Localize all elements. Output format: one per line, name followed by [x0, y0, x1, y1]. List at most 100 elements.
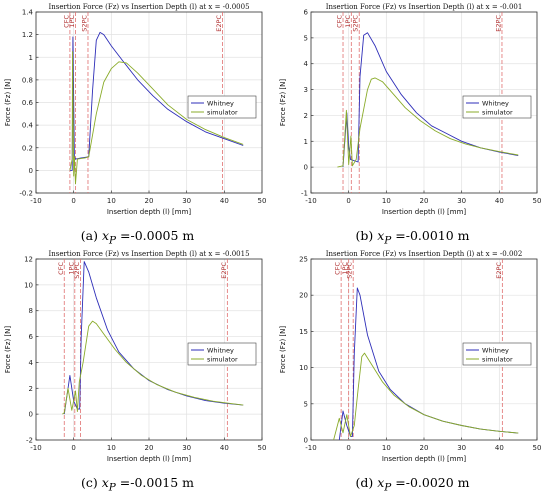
x-tick-label: -10	[305, 444, 316, 452]
y-tick-label: 0.8	[22, 76, 33, 84]
y-tick-label: 20	[299, 292, 308, 300]
y-tick-label: 15	[299, 328, 308, 336]
marker-label: CFC	[57, 262, 65, 275]
legend-entry: Whitney	[207, 347, 234, 355]
series-line-simulator	[337, 77, 519, 168]
y-tick-label: 4	[304, 60, 309, 68]
x-tick-label: 30	[182, 197, 191, 205]
y-axis-label: Force (Fz) [N]	[4, 326, 12, 374]
marker-label: S2PC	[73, 262, 81, 279]
x-tick-label: 40	[220, 197, 229, 205]
legend-entry: simulator	[482, 356, 513, 364]
y-tick-label: 1.2	[22, 31, 33, 39]
x-tick-label: -10	[30, 197, 41, 205]
x-tick-label: 30	[182, 444, 191, 452]
y-tick-label: 0	[304, 164, 308, 172]
caption-var: x	[101, 228, 109, 243]
x-tick-label: 30	[457, 444, 466, 452]
y-tick-label: 0.4	[22, 122, 34, 130]
series-line-simulator	[62, 320, 244, 415]
axes-frame	[35, 11, 263, 194]
x-tick-label: 30	[457, 197, 466, 205]
legend-entry: Whitney	[482, 347, 509, 355]
y-tick-label: 12	[24, 256, 33, 264]
x-axis-label: Insertion depth (l) [mm]	[382, 208, 467, 216]
caption-value: =-0.0010 m	[395, 228, 470, 243]
caption-value: =-0.0015 m	[119, 475, 195, 490]
x-axis-label: Insertion depth (l) [mm]	[107, 208, 192, 216]
caption-value: =-0.0020 m	[395, 475, 470, 490]
chart-panel-a: -10 0 10 20 30 40 50 -0.2 0 0.2 0.4 0.6 0.8 1 1.2 1.4 CF…	[0, 0, 275, 247]
marker-label: E2PC	[215, 15, 223, 32]
y-tick-label: 6	[304, 9, 309, 17]
x-axis-label: Insertion depth (l) [mm]	[382, 455, 467, 463]
y-tick-label: 10	[24, 281, 33, 289]
y-tick-label: 5	[304, 400, 308, 408]
marker-label: E2PC	[495, 262, 503, 279]
marker-label: CFC	[334, 262, 342, 275]
caption-label: (d)	[355, 475, 374, 490]
caption-value: =-0.0005 m	[120, 228, 195, 243]
y-axis-label: Force (Fz) [N]	[279, 326, 287, 374]
legend-entry: simulator	[207, 356, 238, 364]
y-tick-label: 8	[29, 307, 33, 315]
caption-b: (b) xP =-0.0010 m	[275, 228, 550, 247]
legend-entry: Whitney	[482, 100, 509, 108]
x-tick-label: 50	[258, 197, 267, 205]
x-tick-label: 40	[220, 444, 229, 452]
x-tick-label: 0	[346, 444, 350, 452]
x-tick-label: 0	[71, 197, 75, 205]
caption-var: x	[377, 228, 385, 243]
x-tick-label: 10	[382, 444, 391, 452]
y-tick-label: -0.2	[19, 190, 33, 198]
marker-label: 1PC	[68, 15, 76, 28]
y-tick-label: 0.6	[22, 99, 34, 107]
chart-title: Insertion Force (Fz) vs Insertion Depth …	[48, 3, 249, 11]
y-tick-label: 10	[299, 364, 308, 372]
caption-sub: P	[108, 481, 116, 494]
chart-title: Insertion Force (Fz) vs Insertion Depth …	[326, 250, 523, 258]
y-tick-label: -1	[301, 190, 308, 198]
marker-label: CFC	[336, 15, 344, 28]
y-tick-label: -2	[26, 437, 33, 445]
x-tick-label: 20	[145, 197, 154, 205]
y-tick-label: 25	[299, 256, 308, 264]
marker-label: 1PC	[341, 262, 349, 275]
x-tick-label: 20	[145, 444, 154, 452]
series-line-simulator	[69, 51, 244, 185]
chart-panel-c: -10 0 10 20 30 40 50 -2 0 2 4 6 8 10 12 CFC 1PC S2PC E2PC W…	[0, 247, 275, 494]
y-tick-label: 1	[304, 138, 308, 146]
marker-label: S2PC	[80, 15, 88, 32]
y-tick-label: 0	[304, 437, 308, 445]
caption-label: (c)	[80, 475, 98, 490]
y-tick-label: 0.2	[22, 144, 33, 152]
x-tick-label: 20	[420, 444, 429, 452]
axes-frame	[35, 258, 263, 441]
legend-box	[187, 342, 257, 366]
x-tick-label: 50	[258, 444, 267, 452]
legend-entry: simulator	[207, 109, 238, 117]
marker-label: 1PC	[67, 262, 75, 275]
x-tick-label: 0	[346, 197, 350, 205]
chart-title: Insertion Force (Fz) vs Insertion Depth …	[326, 3, 523, 11]
caption-var: x	[377, 475, 385, 490]
caption-sub: P	[109, 234, 117, 247]
caption-label: (b)	[355, 228, 374, 243]
x-tick-label: -10	[30, 444, 41, 452]
y-tick-label: 3	[304, 86, 308, 94]
y-tick-label: 0	[29, 411, 33, 419]
x-tick-label: 10	[107, 444, 116, 452]
y-axis-label: Force (Fz) [N]	[279, 79, 287, 127]
y-tick-label: 6	[29, 333, 34, 341]
series-line-Whitney	[342, 32, 519, 168]
caption-label: (a)	[80, 228, 98, 243]
legend-entry: simulator	[482, 109, 513, 117]
axes-frame	[310, 11, 538, 194]
legend-entry: Whitney	[207, 100, 234, 108]
marker-label: S2PC	[352, 15, 360, 32]
y-tick-label: 2	[304, 112, 308, 120]
caption-d: (d) xP =-0.0020 m	[275, 475, 550, 494]
chart-panel-d: -10 0 10 20 30 40 50 0 5 10 15 20 25 CFC 1PC S2PC E2PC Wh…	[275, 247, 550, 494]
